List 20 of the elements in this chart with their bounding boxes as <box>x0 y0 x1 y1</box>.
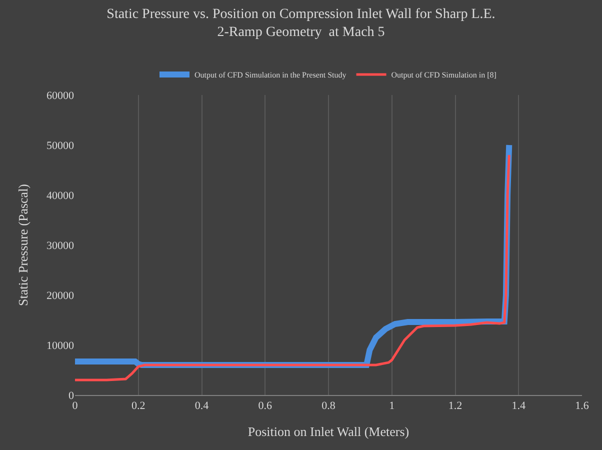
x-tick-label: 0.6 <box>258 400 273 412</box>
y-tick-label: 10000 <box>46 340 74 352</box>
x-tick-label: 1.4 <box>512 400 526 412</box>
y-tick-label: 40000 <box>46 190 74 202</box>
y-tick-label: 30000 <box>46 240 74 252</box>
legend-label: Output of CFD Simulation in [8] <box>391 70 497 80</box>
y-tick-label: 20000 <box>46 290 74 302</box>
x-tick-label: 1.2 <box>448 400 462 412</box>
x-axis-title: Position on Inlet Wall (Meters) <box>248 424 410 439</box>
y-tick-label: 60000 <box>46 90 74 102</box>
x-tick-label: 0.2 <box>132 400 146 412</box>
chart-title: Static Pressure vs. Position on Compression Inlet Wall for Sharp L.E. 2-Ramp Geometry at Mach 5 <box>106 7 496 40</box>
y-axis-title: Static Pressure (Pascal) <box>15 184 30 306</box>
x-tick-label: 0.4 <box>194 400 210 412</box>
x-tick-label: 1 <box>389 400 395 412</box>
x-tick-label: 0.8 <box>322 400 336 412</box>
legend-label: Output of CFD Simulation in the Present Study <box>194 70 346 80</box>
y-tick-label: 50000 <box>46 140 74 152</box>
x-tick-label: 1.6 <box>575 400 590 412</box>
y-tick-label: 0 <box>68 390 74 402</box>
